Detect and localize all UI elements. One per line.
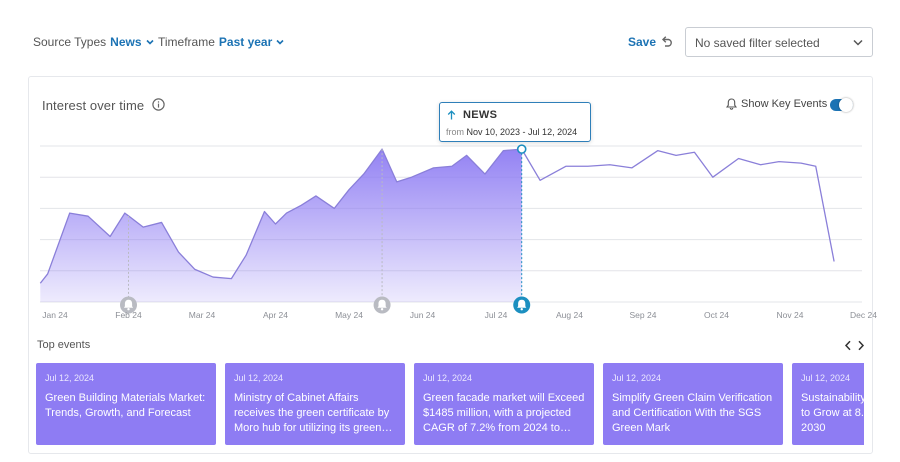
interest-chart: Jan 24 Feb 24 Mar 24 Apr 24 May 24 Jun 24 Jul …: [39, 144, 877, 320]
timeframe-value: Past year: [218, 35, 273, 49]
x-tick-label: Aug 24: [556, 310, 583, 320]
undo-icon[interactable]: [660, 34, 674, 48]
area-fill: [40, 149, 522, 302]
chevron-right-icon[interactable]: [857, 340, 865, 351]
x-tick-label: Jul 24: [485, 310, 508, 320]
timeframe-dropdown[interactable]: Timeframe Past year: [158, 35, 284, 49]
bell-icon: [517, 299, 527, 308]
chevron-left-icon[interactable]: [844, 340, 852, 351]
x-tick-label: Oct 24: [704, 310, 729, 320]
x-tick-label: Mar 24: [189, 310, 216, 320]
source-types-value: News: [110, 35, 142, 49]
event-title: Sustainability Market Expected to Grow a…: [801, 392, 864, 434]
event-date: Jul 12, 2024: [612, 373, 662, 383]
chart-title: Interest over time: [42, 98, 145, 113]
x-tick-label: Jan 24: [42, 310, 68, 320]
tooltip-range-value: Nov 10, 2023 - Jul 12, 2024: [466, 127, 578, 137]
x-tick-label: Dec 24: [850, 310, 877, 320]
source-types-label: Source Types: [33, 35, 107, 49]
x-tick-label: Jun 24: [410, 310, 436, 320]
chevron-down-icon: [853, 39, 863, 46]
x-tick-label: May 24: [335, 310, 363, 320]
event-date: Jul 12, 2024: [801, 373, 851, 383]
timeframe-label: Timeframe: [158, 35, 215, 49]
event-title: Simplify Green Claim Verification and Ce…: [612, 392, 773, 434]
event-date: Jul 12, 2024: [234, 373, 284, 383]
bell-icon: [726, 98, 737, 110]
save-button[interactable]: Save: [628, 35, 657, 49]
event-card[interactable]: Jul 12, 2024 Ministry of Cabinet Affairs…: [225, 363, 405, 445]
event-date: Jul 12, 2024: [45, 373, 95, 383]
event-title: Green Building Materials Market: Trends,…: [45, 392, 206, 419]
arrow-up-icon: [447, 110, 456, 120]
top-events-list: Jul 12, 2024 Green Building Materials Ma…: [36, 363, 864, 445]
chevron-down-icon: [145, 39, 154, 45]
x-tick-label: Feb 24: [115, 310, 142, 320]
event-title: Green facade market will Exceed $1485 mi…: [423, 392, 585, 434]
bell-icon: [123, 299, 134, 308]
saved-filter-select[interactable]: No saved filter selected: [685, 27, 873, 57]
bell-icon: [377, 299, 387, 308]
info-icon[interactable]: [152, 98, 165, 111]
bell-clapper: [520, 308, 523, 311]
x-tick-label: Sep 24: [630, 310, 657, 320]
event-card[interactable]: Jul 12, 2024 Green Building Materials Ma…: [36, 363, 216, 445]
top-events-heading: Top events: [37, 339, 91, 351]
event-date: Jul 12, 2024: [423, 373, 473, 383]
tooltip-series-name: NEWS: [463, 109, 498, 121]
toggle-knob: [839, 98, 853, 112]
series-line: [39, 148, 835, 284]
bell-clapper: [127, 308, 130, 311]
x-tick-label: Nov 24: [777, 310, 804, 320]
event-card[interactable]: Jul 12, 2024 Green facade market will Ex…: [414, 363, 594, 445]
key-events-label: Show Key Events: [741, 98, 828, 110]
source-types-dropdown[interactable]: Source Types News: [33, 35, 154, 49]
filter-bar: Source Types News Timeframe Past year Sa…: [0, 0, 900, 76]
event-title: Ministry of Cabinet Affairs receives the…: [234, 392, 390, 434]
bell-clapper: [380, 308, 384, 311]
event-card[interactable]: Jul 12, 2024 Sustainability Market Expec…: [792, 363, 864, 445]
key-events-toggle-group: Show Key Events: [726, 98, 827, 110]
key-events-toggle[interactable]: [830, 98, 853, 112]
event-card[interactable]: Jul 12, 2024 Simplify Green Claim Verifi…: [603, 363, 783, 445]
saved-filter-value: No saved filter selected: [695, 36, 820, 50]
chevron-down-icon: [276, 39, 284, 45]
selected-point[interactable]: [516, 144, 527, 154]
tooltip-from-label: from: [446, 127, 464, 137]
tooltip-range: from Nov 10, 2023 - Jul 12, 2024: [446, 127, 577, 137]
chart-tooltip: NEWS from Nov 10, 2023 - Jul 12, 2024: [439, 102, 591, 142]
x-tick-label: Apr 24: [263, 310, 288, 320]
